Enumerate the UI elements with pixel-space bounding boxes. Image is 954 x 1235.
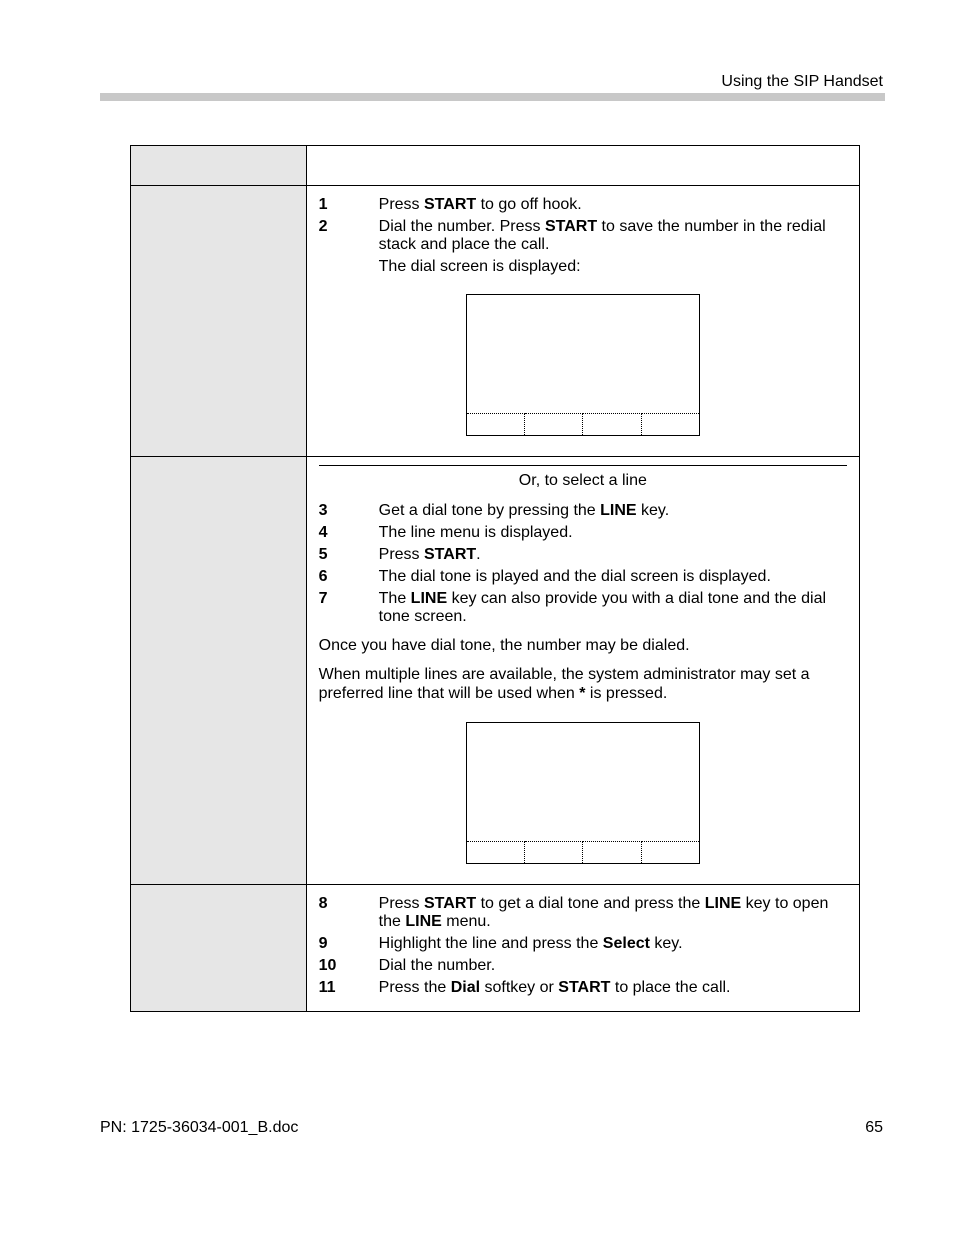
header-rule (100, 93, 885, 101)
para-b-post: is pressed. (585, 685, 667, 702)
phone-softkey-row (467, 413, 699, 435)
step-text-pre: Press (379, 546, 424, 563)
step-text: Get a dial tone by pressing the LINE key… (379, 502, 847, 520)
step-3: 3 Get a dial tone by pressing the LINE k… (319, 502, 847, 520)
step-text: Highlight the line and press the Select … (379, 935, 847, 953)
paragraph-a: Once you have dial tone, the number may … (319, 636, 847, 655)
table-row1-left (131, 186, 307, 457)
phone-softkey-row (467, 841, 699, 863)
step-text: Press the Dial softkey or START to place… (379, 979, 847, 997)
or-divider-text: Or, to select a line (319, 472, 847, 496)
step-9: 9 Highlight the line and press the Selec… (319, 935, 847, 953)
softkey-2 (525, 413, 583, 435)
step-7: 7 The LINE key can also provide you with… (319, 590, 847, 626)
key-line: LINE (411, 590, 447, 607)
header-section-title: Using the SIP Handset (721, 73, 883, 91)
instruction-table: 1 Press START to go off hook. 2 Dial the… (130, 145, 860, 1012)
phone-screen-mock (466, 722, 700, 864)
step-text: Press START. (379, 546, 847, 564)
step-text-post: to go off hook. (476, 196, 582, 213)
table-header-left (131, 146, 307, 186)
step-1: 1 Press START to go off hook. (319, 196, 847, 214)
footer-page-number: 65 (865, 1119, 883, 1137)
step-text: The dial tone is played and the dial scr… (379, 568, 847, 586)
softkey-3 (583, 841, 641, 863)
step-number: 7 (319, 590, 379, 608)
table-row2-right: Or, to select a line 3 Get a dial tone b… (306, 457, 859, 885)
step-text-pre: The (379, 590, 411, 607)
step-6: 6 The dial tone is played and the dial s… (319, 568, 847, 586)
step-text-post: . (476, 546, 480, 563)
key-start: START (545, 218, 597, 235)
s11-pre: Press the (379, 979, 451, 996)
para-b-pre: When multiple lines are available, the s… (319, 666, 810, 702)
softkey-1 (467, 413, 525, 435)
step-5: 5 Press START. (319, 546, 847, 564)
key-start: START (424, 546, 476, 563)
s11-mid: softkey or (480, 979, 558, 996)
step-text: Dial the number. Press START to save the… (379, 218, 847, 254)
step-number: 1 (319, 196, 379, 214)
or-divider-rule (319, 465, 847, 466)
step-number: 11 (319, 979, 379, 997)
s11-post: to place the call. (610, 979, 730, 996)
table-row1-right: 1 Press START to go off hook. 2 Dial the… (306, 186, 859, 457)
step-text: Dial the number. (379, 957, 847, 975)
key-line: LINE (705, 895, 741, 912)
softkey-4 (642, 413, 699, 435)
step-text-pre: Get a dial tone by pressing the (379, 502, 600, 519)
step-number: 10 (319, 957, 379, 975)
step-text: Press START to go off hook. (379, 196, 847, 214)
step-number: 4 (319, 524, 379, 542)
phone-screen-body (467, 723, 699, 841)
table-row3-right: 8 Press START to get a dial tone and pre… (306, 884, 859, 1011)
step-number: 8 (319, 895, 379, 913)
step-number: 5 (319, 546, 379, 564)
s8-post2: menu. (442, 913, 491, 930)
step-note: The dial screen is displayed: (319, 258, 847, 276)
phone-screen-body (467, 295, 699, 413)
step-8: 8 Press START to get a dial tone and pre… (319, 895, 847, 931)
step-4: 4 The line menu is displayed. (319, 524, 847, 542)
table-row2-left (131, 457, 307, 885)
step-text: The dial screen is displayed: (379, 258, 847, 276)
step-text-pre: Dial the number. Press (379, 218, 545, 235)
table-header-right (306, 146, 859, 186)
phone-screen-mock (466, 294, 700, 436)
key-dial: Dial (451, 979, 480, 996)
footer-part-number: PN: 1725-36034-001_B.doc (100, 1119, 298, 1137)
step-number: 3 (319, 502, 379, 520)
softkey-2 (525, 841, 583, 863)
step-10: 10 Dial the number. (319, 957, 847, 975)
step-text-post: key. (637, 502, 670, 519)
key-line: LINE (600, 502, 636, 519)
paragraph-b: When multiple lines are available, the s… (319, 665, 847, 703)
step-number: 2 (319, 218, 379, 236)
step-text: Press START to get a dial tone and press… (379, 895, 847, 931)
step-11: 11 Press the Dial softkey or START to pl… (319, 979, 847, 997)
softkey-3 (583, 413, 641, 435)
s8-pre: Press (379, 895, 424, 912)
table-row3-left (131, 884, 307, 1011)
key-start: START (424, 196, 476, 213)
step-2: 2 Dial the number. Press START to save t… (319, 218, 847, 254)
s9-post: key. (650, 935, 683, 952)
key-line: LINE (405, 913, 441, 930)
s8-mid: to get a dial tone and press the (476, 895, 705, 912)
softkey-1 (467, 841, 525, 863)
key-select: Select (603, 935, 650, 952)
softkey-4 (642, 841, 699, 863)
key-start: START (558, 979, 610, 996)
step-number: 9 (319, 935, 379, 953)
step-text: The LINE key can also provide you with a… (379, 590, 847, 626)
s9-pre: Highlight the line and press the (379, 935, 603, 952)
step-text: The line menu is displayed. (379, 524, 847, 542)
step-text-pre: Press (379, 196, 424, 213)
step-number: 6 (319, 568, 379, 586)
key-start: START (424, 895, 476, 912)
